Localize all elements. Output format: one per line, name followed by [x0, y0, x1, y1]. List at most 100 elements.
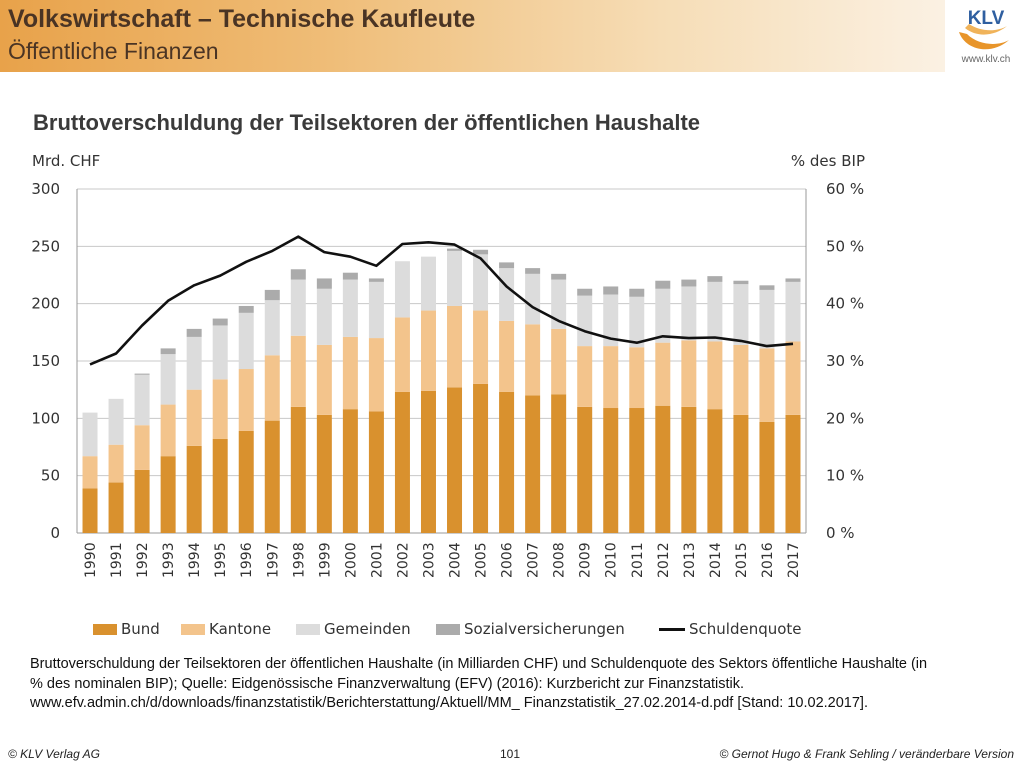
bar-gemeinden — [681, 286, 697, 341]
bar-bund — [134, 469, 150, 533]
bar-gemeinden — [212, 325, 228, 380]
schuldenquote-line-layer — [89, 235, 794, 366]
legend-swatch-gemeinden — [296, 624, 320, 635]
x-tick-label: 2012 — [656, 542, 672, 578]
bar-sozialversicherungen — [499, 262, 515, 269]
bar-kantone — [160, 404, 176, 457]
y-tick-label-right: 0 % — [826, 524, 855, 542]
x-tick-label: 1997 — [265, 542, 281, 578]
caption: Bruttoverschuldung der Teilsektoren der … — [30, 656, 928, 711]
bar-bund — [290, 406, 306, 533]
bar-gemeinden — [629, 296, 645, 348]
bar-gemeinden — [186, 336, 202, 390]
bar-sozialversicherungen — [733, 280, 749, 285]
legend-label-schuldenquote: Schuldenquote — [689, 620, 802, 638]
bar-kantone — [342, 336, 358, 410]
bar-gemeinden — [316, 288, 332, 345]
bar-kantone — [629, 347, 645, 409]
y-tick-label-right: 10 % — [826, 467, 864, 485]
bar-bund — [785, 414, 801, 533]
bar-kantone — [681, 340, 697, 407]
x-tick-label: 2011 — [630, 542, 646, 578]
legend-swatch-sozialversicherungen — [436, 624, 460, 635]
y-tick-label-right: 50 % — [826, 237, 864, 255]
bar-sozialversicherungen — [525, 268, 541, 274]
bar-gemeinden — [108, 398, 124, 445]
bar-kantone — [290, 335, 306, 407]
y-tick-label-left: 150 — [31, 352, 60, 370]
bar-gemeinden — [134, 374, 150, 426]
bar-gemeinden — [394, 261, 410, 318]
bar-bund — [108, 482, 124, 533]
schuldenquote-line — [89, 235, 794, 366]
bar-kantone — [420, 310, 436, 391]
bar-kantone — [525, 324, 541, 396]
bar-gemeinden — [733, 284, 749, 345]
bar-kantone — [707, 341, 723, 410]
x-tick-label: 1993 — [161, 542, 177, 578]
x-tick-label: 2002 — [395, 542, 411, 578]
bar-bund — [82, 488, 98, 533]
bar-bund — [316, 414, 332, 533]
klv-logo: KLV — [955, 4, 1017, 56]
y-tick-label-left: 250 — [31, 237, 60, 255]
x-tick-label: 2013 — [682, 542, 698, 578]
bar-gemeinden — [785, 281, 801, 342]
bar-bund — [629, 408, 645, 533]
y-tick-label-right: 30 % — [826, 352, 864, 370]
bar-bund — [551, 394, 567, 533]
bar-gemeinden — [655, 288, 671, 343]
bar-sozialversicherungen — [629, 288, 645, 297]
page-number: 101 — [500, 747, 521, 761]
x-tick-label: 2006 — [500, 542, 516, 578]
slide-header: Volkswirtschaft – Technische Kaufleute Ö… — [0, 0, 945, 72]
bar-kantone — [603, 346, 619, 409]
bar-kantone — [759, 348, 775, 422]
bar-kantone — [577, 346, 593, 407]
x-tick-label: 1994 — [187, 542, 203, 578]
bar-gemeinden — [525, 273, 541, 325]
bar-bund — [394, 391, 410, 533]
bar-gemeinden — [160, 354, 176, 405]
bar-sozialversicherungen — [577, 288, 593, 296]
y-tick-label-right: 60 % — [826, 180, 864, 198]
bar-gemeinden — [707, 281, 723, 342]
bar-kantone — [499, 320, 515, 392]
x-tick-label: 1996 — [239, 542, 255, 578]
bar-bund — [368, 411, 384, 533]
bars — [82, 248, 801, 533]
bar-bund — [473, 383, 489, 533]
bar-sozialversicherungen — [160, 348, 176, 355]
legend-label-sozialversicherungen: Sozialversicherungen — [464, 620, 625, 638]
bar-kantone — [394, 317, 410, 392]
bar-sozialversicherungen — [447, 248, 463, 251]
x-tick-label: 1991 — [109, 542, 125, 578]
bar-bund — [160, 456, 176, 533]
bar-gemeinden — [290, 279, 306, 336]
bar-kantone — [733, 344, 749, 415]
bar-kantone — [316, 344, 332, 415]
axis-ticks: 0 0 % 50 10 % 100 20 % 150 30 % 200 40 % 250 50 % 30… — [31, 180, 864, 578]
bar-kantone — [212, 379, 228, 439]
x-tick-label: 2001 — [369, 542, 385, 578]
x-tick-label: 1992 — [135, 542, 151, 578]
x-tick-label: 2014 — [708, 542, 724, 578]
bar-kantone — [82, 456, 98, 489]
bar-bund — [733, 414, 749, 533]
bar-sozialversicherungen — [186, 328, 202, 337]
bar-kantone — [655, 342, 671, 406]
bar-bund — [342, 409, 358, 533]
slide-title: Bruttoverschuldung der Teilsektoren der … — [33, 110, 701, 135]
bar-sozialversicherungen — [785, 278, 801, 282]
x-tick-label: 2003 — [421, 542, 437, 578]
logo-text: KLV — [968, 8, 1005, 29]
y-tick-label-left: 100 — [31, 409, 60, 427]
bar-gemeinden — [759, 289, 775, 349]
bar-bund — [499, 391, 515, 533]
header-title: Volkswirtschaft – Technische Kaufleute — [8, 5, 476, 33]
grid — [76, 188, 807, 534]
bar-gemeinden — [577, 295, 593, 347]
bar-sozialversicherungen — [342, 272, 358, 280]
bar-kantone — [785, 341, 801, 415]
bar-kantone — [368, 338, 384, 412]
